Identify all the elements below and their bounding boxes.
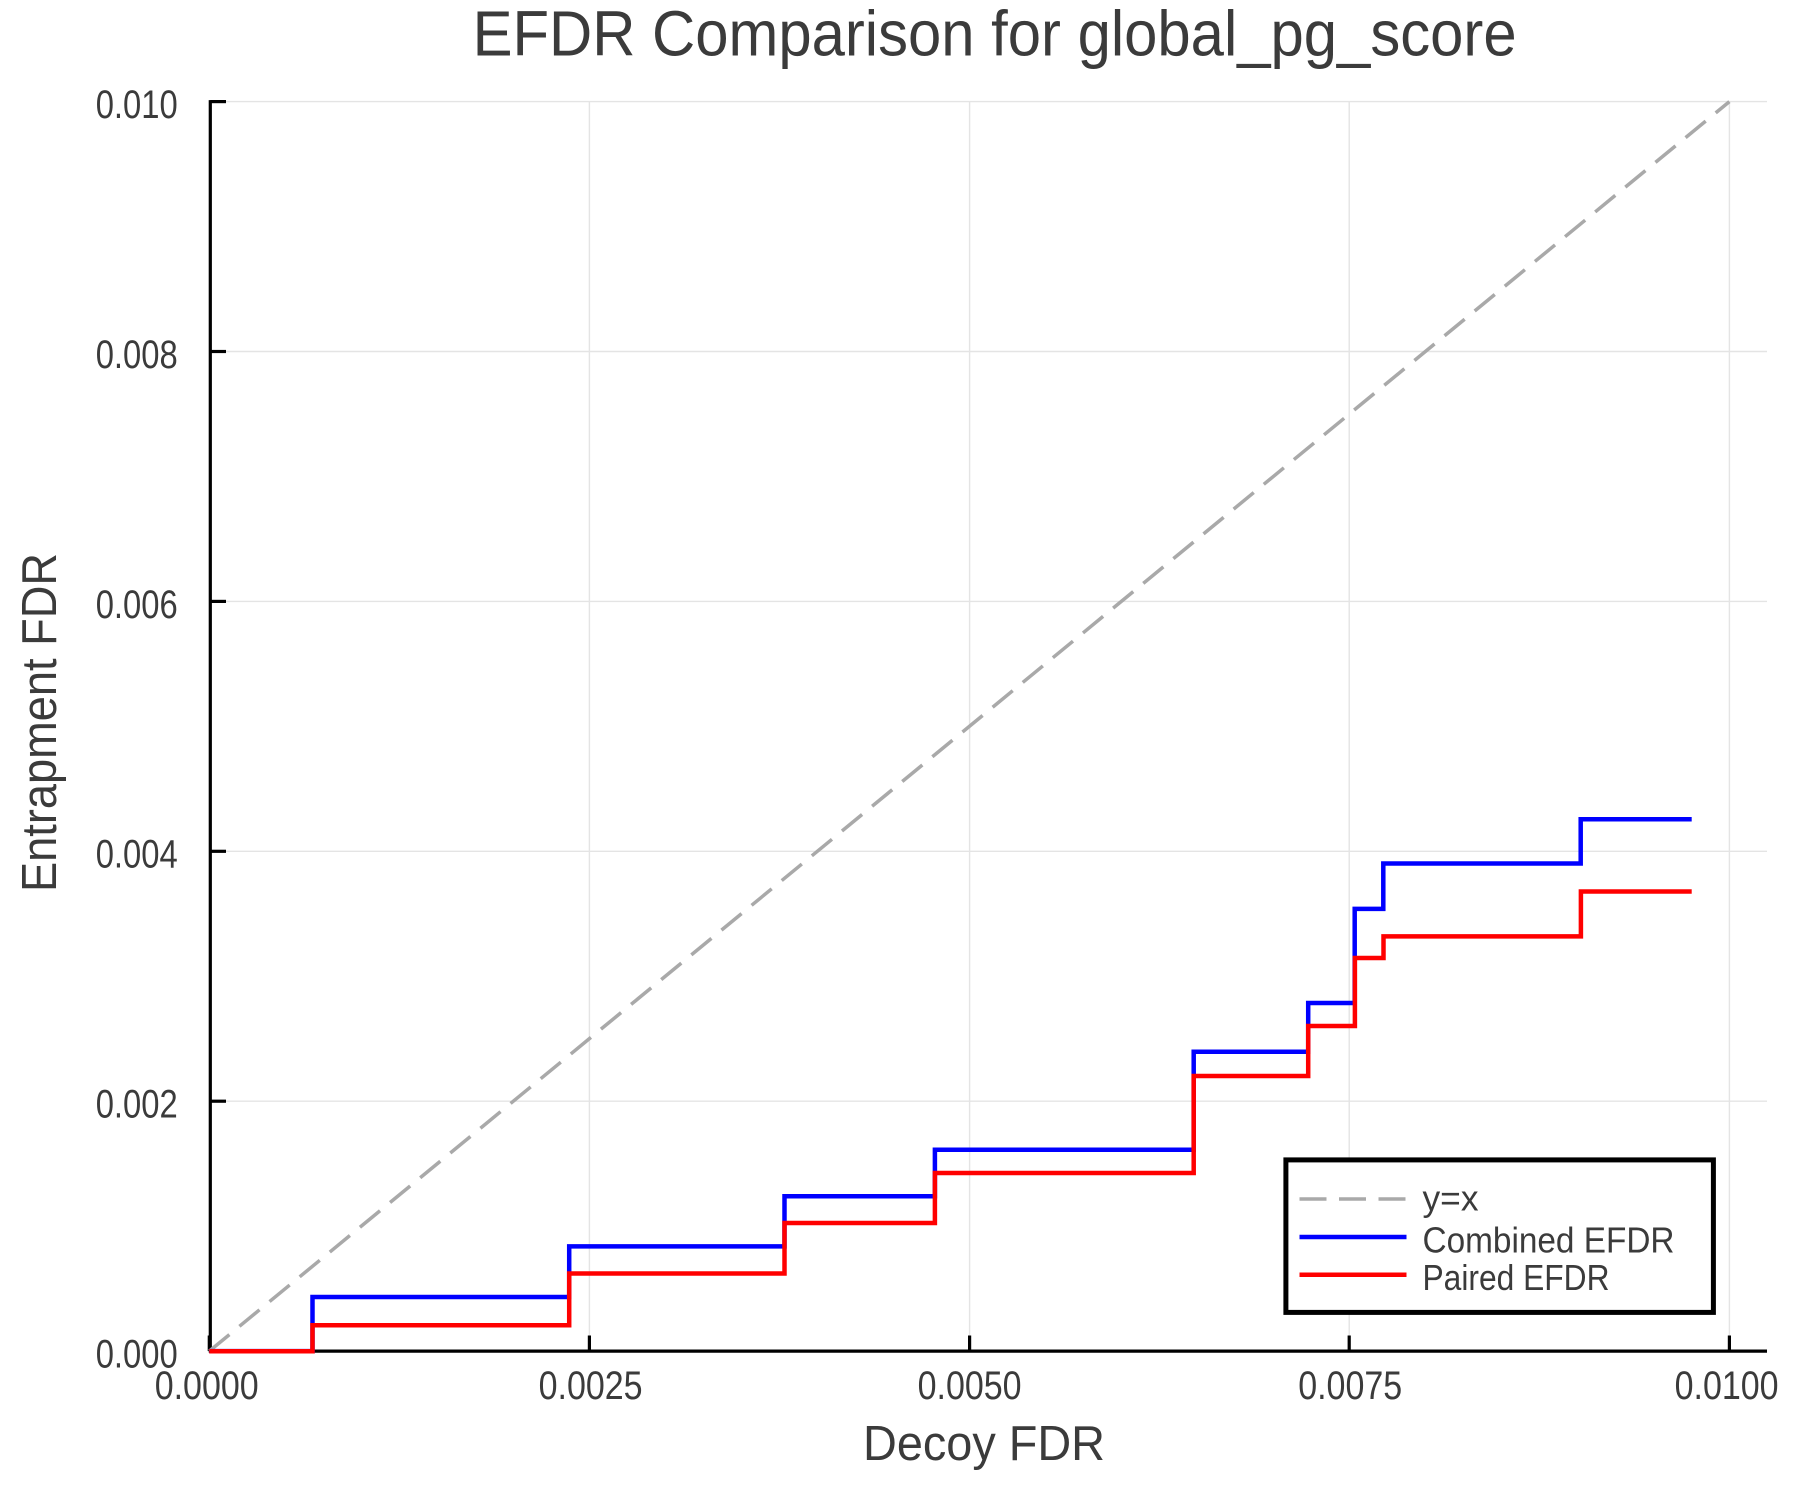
svg-text:0.002: 0.002 <box>96 1083 178 1127</box>
svg-text:0.0075: 0.0075 <box>1298 1364 1402 1408</box>
svg-text:EFDR Comparison for global_pg_: EFDR Comparison for global_pg_score <box>473 0 1517 70</box>
svg-text:0.0000: 0.0000 <box>155 1364 259 1408</box>
svg-text:0.008: 0.008 <box>96 333 178 377</box>
svg-text:0.0050: 0.0050 <box>918 1364 1022 1408</box>
svg-text:0.0100: 0.0100 <box>1675 1364 1779 1408</box>
svg-text:Entrapment FDR: Entrapment FDR <box>12 553 67 892</box>
svg-text:0.000: 0.000 <box>96 1333 178 1377</box>
svg-text:0.004: 0.004 <box>96 833 178 877</box>
svg-text:Decoy FDR: Decoy FDR <box>863 1416 1105 1471</box>
svg-text:0.006: 0.006 <box>96 583 178 627</box>
svg-text:0.010: 0.010 <box>96 83 178 127</box>
svg-text:Paired EFDR: Paired EFDR <box>1423 1257 1610 1298</box>
svg-text:0.0025: 0.0025 <box>539 1364 643 1408</box>
svg-text:Combined EFDR: Combined EFDR <box>1423 1219 1675 1260</box>
svg-text:y=x: y=x <box>1423 1178 1479 1219</box>
